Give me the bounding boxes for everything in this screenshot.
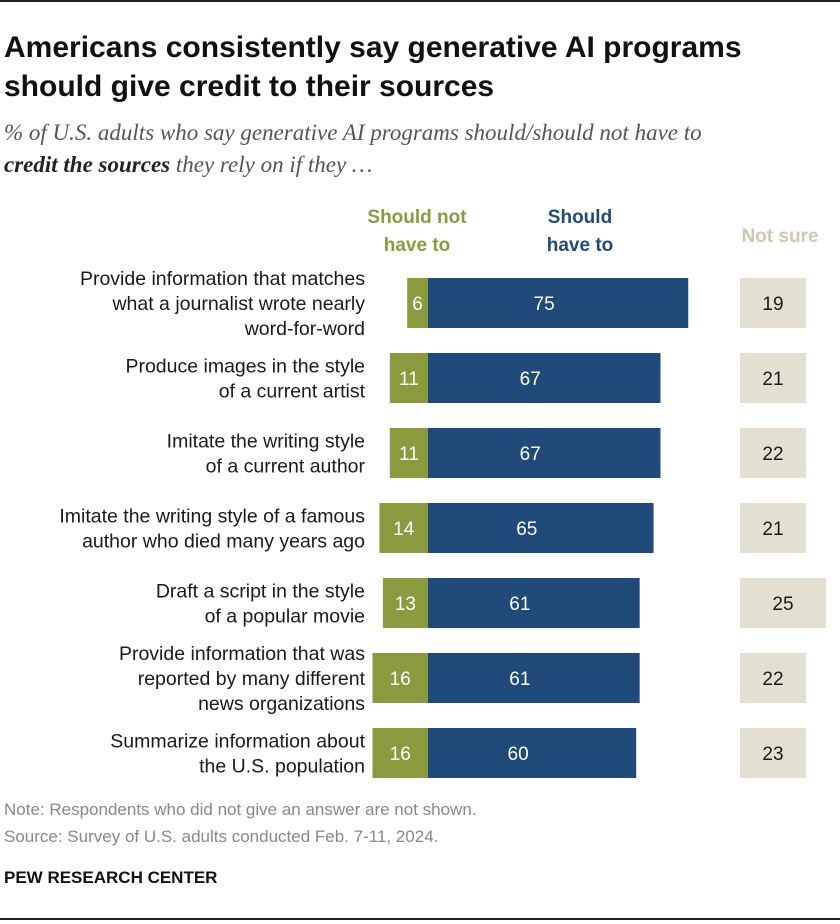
value-label-should-not: 16 bbox=[390, 744, 411, 765]
category-label: reported by many different bbox=[138, 668, 366, 690]
value-label-not-sure: 23 bbox=[762, 744, 783, 765]
not-sure-box bbox=[740, 353, 806, 403]
category-label: Imitate the writing style bbox=[167, 431, 365, 453]
value-label-should: 65 bbox=[516, 519, 537, 540]
bar-should bbox=[428, 428, 661, 478]
subtitle-part-2: they rely on if they … bbox=[170, 152, 373, 177]
category-label: Produce images in the style bbox=[125, 356, 365, 378]
bar-should bbox=[428, 278, 689, 328]
value-label-should: 61 bbox=[509, 669, 530, 690]
category-label: of a current author bbox=[206, 456, 366, 478]
header-should-not: Should not have to bbox=[350, 204, 484, 260]
value-label-should: 60 bbox=[508, 744, 529, 765]
value-label-should: 67 bbox=[520, 444, 541, 465]
bar-should bbox=[428, 353, 661, 403]
brand-name: PEW RESEARCH CENTER bbox=[4, 868, 218, 887]
title-line-2: should give credit to their sources bbox=[4, 70, 495, 103]
category-label: news organizations bbox=[198, 693, 365, 715]
bar-should bbox=[428, 503, 654, 553]
chart-subtitle: % of U.S. adults who say generative AI p… bbox=[4, 117, 836, 181]
header-should-not-line-1: Should not bbox=[367, 207, 467, 228]
bottom-rule bbox=[0, 918, 840, 920]
bar-should-not bbox=[389, 353, 428, 403]
subtitle-bold: credit the sources bbox=[4, 152, 171, 177]
header-should: Should have to bbox=[510, 204, 650, 260]
value-label-should-not: 11 bbox=[399, 369, 419, 390]
value-label-should: 75 bbox=[534, 294, 555, 315]
value-label-not-sure: 21 bbox=[762, 519, 783, 540]
category-label: Provide information that matches bbox=[80, 268, 365, 290]
not-sure-box bbox=[740, 653, 806, 703]
bar-should-not bbox=[407, 278, 428, 328]
top-rule bbox=[0, 0, 840, 2]
header-not-sure: Not sure bbox=[724, 223, 836, 251]
value-label-should-not: 6 bbox=[412, 294, 423, 315]
value-label-should-not: 14 bbox=[393, 519, 415, 540]
header-not-sure-line-1: Not sure bbox=[741, 226, 819, 247]
bar-should bbox=[428, 728, 637, 778]
category-label: Summarize information about bbox=[110, 731, 365, 753]
category-label: Imitate the writing style of a famous bbox=[59, 506, 365, 528]
header-should-line-2: have to bbox=[546, 235, 614, 256]
value-label-not-sure: 22 bbox=[762, 669, 783, 690]
source: Source: Survey of U.S. adults conducted … bbox=[4, 827, 439, 846]
value-label-not-sure: 25 bbox=[772, 594, 793, 615]
not-sure-box bbox=[740, 503, 806, 553]
bar-should bbox=[428, 578, 640, 628]
title-line-1: Americans consistently say generative AI… bbox=[4, 31, 742, 64]
category-label: Provide information that was bbox=[119, 643, 365, 665]
value-label-not-sure: 19 bbox=[762, 294, 783, 315]
bar-should-not bbox=[389, 428, 428, 478]
bar-should bbox=[428, 653, 640, 703]
category-label: of a popular movie bbox=[205, 606, 365, 628]
value-label-should: 61 bbox=[509, 594, 530, 615]
header-should-not-line-2: have to bbox=[383, 235, 451, 256]
category-label: author who died many years ago bbox=[82, 531, 365, 553]
bar-should-not bbox=[379, 503, 428, 553]
not-sure-box bbox=[740, 728, 806, 778]
value-label-should-not: 11 bbox=[399, 444, 419, 465]
category-label: the U.S. population bbox=[199, 756, 365, 778]
bar-should-not bbox=[372, 653, 428, 703]
not-sure-box bbox=[740, 428, 806, 478]
bar-should-not bbox=[382, 578, 428, 628]
not-sure-box bbox=[740, 578, 826, 628]
value-label-should: 67 bbox=[520, 369, 541, 390]
bar-should-not bbox=[372, 728, 428, 778]
value-label-not-sure: 21 bbox=[762, 369, 783, 390]
value-label-should-not: 16 bbox=[390, 669, 411, 690]
chart-title: Americans consistently say generative AI… bbox=[4, 28, 834, 106]
category-label: Draft a script in the style bbox=[156, 581, 365, 603]
subtitle-part-1: % of U.S. adults who say generative AI p… bbox=[4, 120, 702, 145]
value-label-not-sure: 22 bbox=[762, 444, 783, 465]
note: Note: Respondents who did not give an an… bbox=[4, 800, 477, 819]
category-label: word-for-word bbox=[244, 318, 365, 340]
header-should-line-1: Should bbox=[547, 207, 613, 228]
value-label-should-not: 13 bbox=[395, 594, 416, 615]
not-sure-box bbox=[740, 278, 806, 328]
category-label: what a journalist wrote nearly bbox=[111, 293, 365, 315]
category-label: of a current artist bbox=[219, 381, 366, 403]
